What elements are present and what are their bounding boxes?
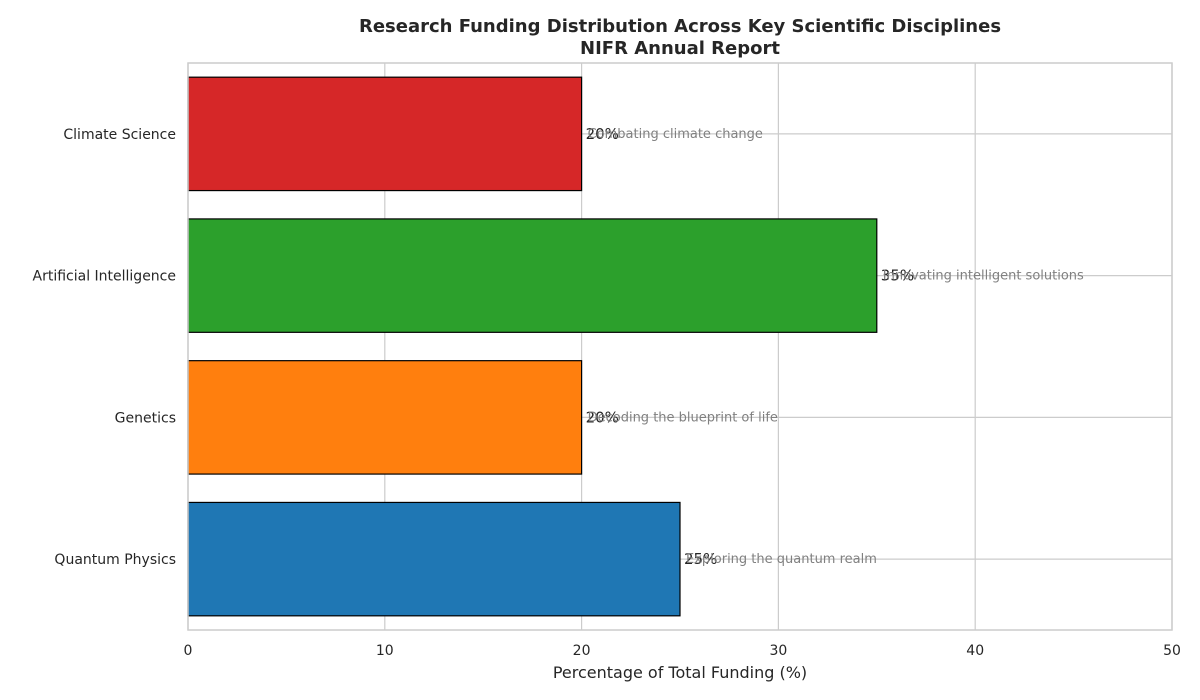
- x-tick-label: 0: [184, 643, 193, 659]
- y-tick-label: Artificial Intelligence: [33, 269, 177, 285]
- bar-value-label: 35%: [881, 267, 914, 285]
- x-tick-label: 40: [966, 643, 984, 659]
- bar: [187, 76, 583, 192]
- x-tick-label: 20: [573, 643, 591, 659]
- bars: [187, 76, 878, 617]
- bar: [187, 501, 681, 617]
- bar-annotation: Innovating intelligent solutions: [883, 269, 1084, 284]
- x-tick-label: 50: [1163, 643, 1181, 659]
- axis-ticks: 0 10 20 30 40 50 Quantum Physics Genetics Artifi…: [33, 127, 1181, 659]
- x-axis-label: Percentage of Total Funding (%): [553, 663, 807, 682]
- x-tick-label: 10: [376, 643, 394, 659]
- plot-frame: [187, 62, 1173, 631]
- y-tick-label: Genetics: [115, 410, 176, 426]
- bar: [187, 218, 878, 333]
- y-tick-label: Climate Science: [63, 127, 176, 143]
- bar: [187, 360, 583, 475]
- bar-value-label: 25%: [684, 550, 717, 568]
- bar-annotation: Exploring the quantum realm: [686, 552, 877, 567]
- bar-annotation: Combating climate change: [588, 127, 763, 142]
- bar-annotation: Decoding the blueprint of life: [588, 410, 778, 425]
- bar-labels: 25%Exploring the quantum realm20%Decodin…: [586, 125, 1084, 568]
- y-tick-label: Quantum Physics: [54, 552, 176, 568]
- x-tick-label: 30: [769, 643, 787, 659]
- chart-subtitle: NIFR Annual Report: [580, 38, 780, 59]
- bar-value-label: 20%: [586, 408, 619, 426]
- chart-title: Research Funding Distribution Across Key…: [358, 16, 1002, 37]
- bar-value-label: 20%: [586, 125, 619, 143]
